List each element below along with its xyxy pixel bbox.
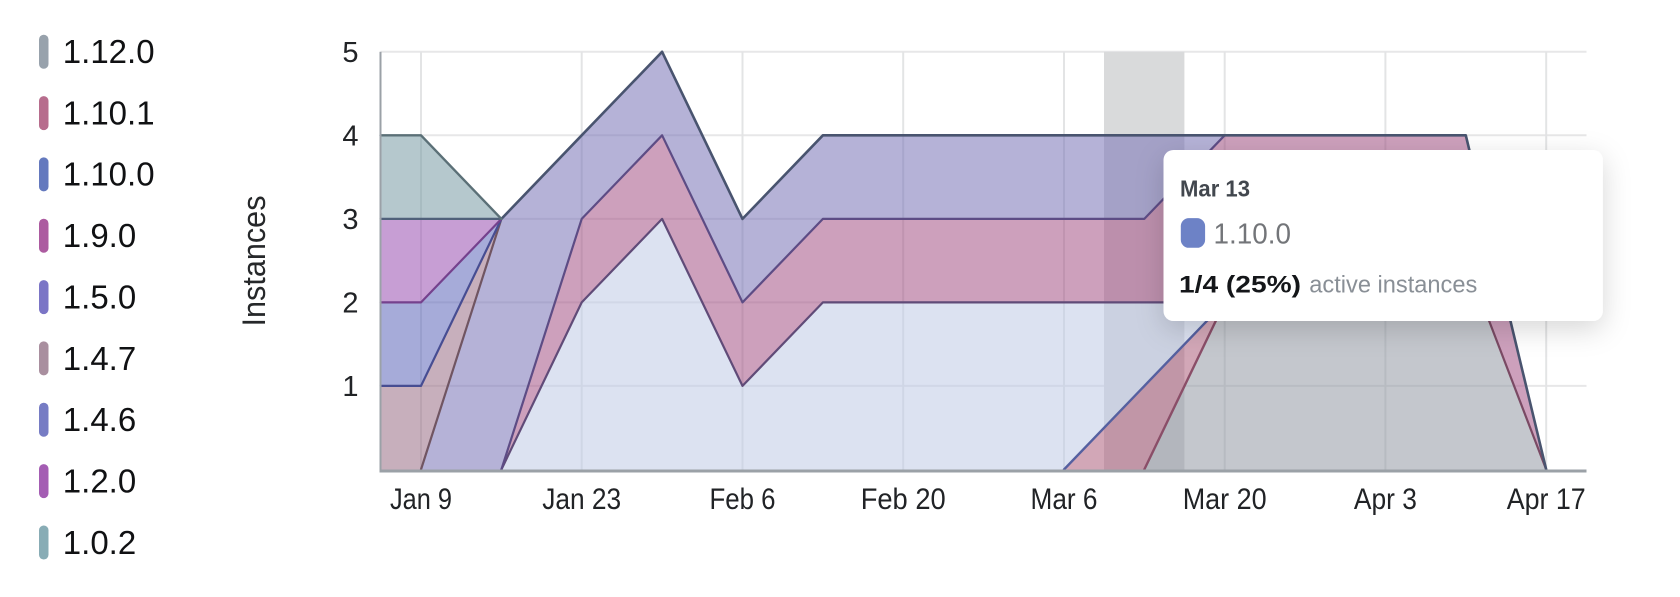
svg-text:Feb 6: Feb 6 bbox=[710, 483, 776, 516]
svg-text:1.4.6: 1.4.6 bbox=[63, 401, 136, 438]
svg-text:3: 3 bbox=[342, 204, 358, 236]
svg-text:1.4.7: 1.4.7 bbox=[63, 340, 136, 377]
svg-text:1.10.0: 1.10.0 bbox=[1214, 218, 1292, 250]
svg-text:Mar 13: Mar 13 bbox=[1180, 176, 1250, 202]
svg-text:Mar 20: Mar 20 bbox=[1183, 483, 1267, 516]
svg-text:1.9.0: 1.9.0 bbox=[63, 217, 136, 254]
svg-text:1: 1 bbox=[342, 371, 358, 403]
svg-text:Apr 17: Apr 17 bbox=[1507, 483, 1586, 516]
svg-text:1.5.0: 1.5.0 bbox=[63, 278, 136, 315]
svg-text:active instances: active instances bbox=[1309, 271, 1477, 298]
svg-text:1.2.0: 1.2.0 bbox=[63, 462, 136, 499]
svg-text:Apr 3: Apr 3 bbox=[1354, 483, 1417, 516]
svg-text:1.0.2: 1.0.2 bbox=[63, 524, 136, 561]
svg-text:2: 2 bbox=[342, 287, 358, 319]
svg-text:1.12.0: 1.12.0 bbox=[63, 33, 155, 70]
svg-text:1.10.0: 1.10.0 bbox=[63, 156, 155, 193]
svg-text:1.10.1: 1.10.1 bbox=[63, 94, 155, 131]
svg-text:4: 4 bbox=[342, 120, 358, 152]
svg-text:5: 5 bbox=[342, 37, 358, 69]
svg-text:Mar 6: Mar 6 bbox=[1031, 483, 1098, 516]
svg-text:Jan 23: Jan 23 bbox=[542, 483, 621, 516]
svg-text:1/4 (25%): 1/4 (25%) bbox=[1179, 271, 1301, 298]
svg-text:Jan 9: Jan 9 bbox=[390, 483, 452, 516]
svg-text:Instances: Instances bbox=[236, 196, 272, 327]
svg-text:Feb 20: Feb 20 bbox=[861, 483, 946, 516]
